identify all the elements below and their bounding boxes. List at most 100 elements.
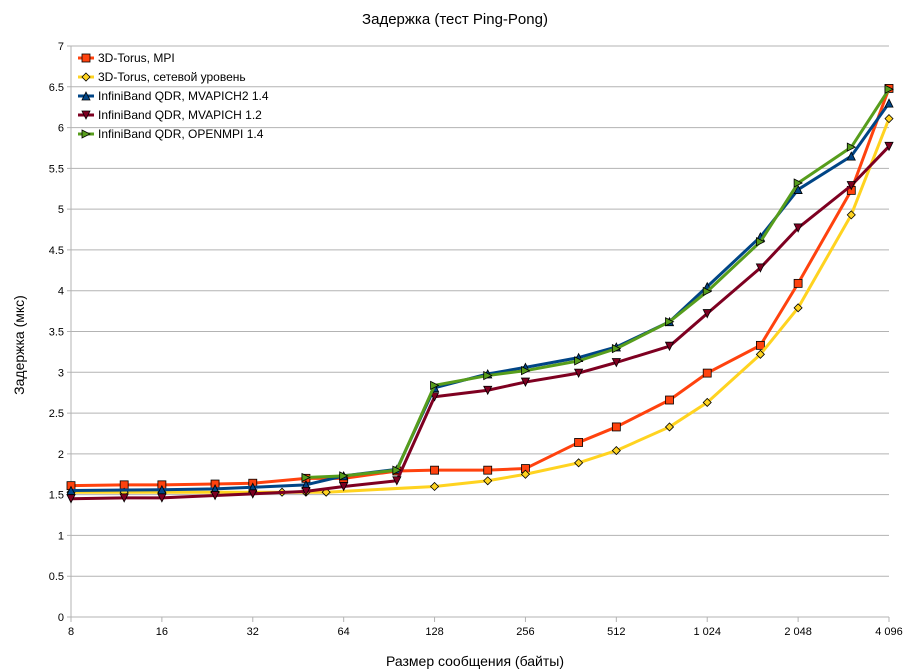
data-point [664,341,675,352]
data-point [157,493,167,503]
x-tick-label: 2 048 [784,626,812,638]
grid-layer [67,45,889,618]
data-point [483,465,493,475]
series-line [71,118,891,494]
y-tick-label: 4 [58,286,64,298]
legend-entry: InfiniBand QDR, MVAPICH 1.2 [78,108,262,122]
data-point [611,358,621,368]
x-axis-label: Размер сообщения (байты) [386,653,564,669]
data-point [665,317,675,327]
legend-entry: 3D-Torus, MPI [78,51,175,65]
x-tick-label: 128 [425,626,443,638]
legend-label: InfiniBand QDR, MVAPICH 1.2 [98,108,262,122]
x-tick-label: 8 [68,626,74,638]
data-point [702,309,712,319]
y-tick-label: 2 [58,449,64,461]
data-point [755,340,765,350]
series-3 [66,141,894,504]
data-point [574,438,584,447]
data-point [483,385,493,396]
legend-marker [81,91,91,101]
data-point [665,395,674,405]
data-point [574,458,584,468]
data-point [846,181,856,191]
series-layer [66,84,894,504]
x-tick-label: 64 [338,626,350,638]
y-tick-label: 1 [58,530,64,542]
data-point [884,114,894,124]
data-point [210,491,220,501]
data-point [755,237,766,247]
data-point [429,481,440,492]
data-point [521,366,531,376]
data-point [702,368,712,378]
data-point [664,422,675,432]
data-point [793,184,803,194]
data-point [574,356,584,366]
data-point [339,482,349,492]
series-line [70,87,891,488]
data-point [429,392,440,402]
series-line [305,88,891,480]
y-tick-label: 0 [58,612,64,624]
legend-entry: InfiniBand QDR, OPENMPI 1.4 [78,127,264,141]
data-point [301,486,311,497]
y-tick-label: 0.5 [49,571,64,583]
y-tick-label: 5.5 [49,163,64,175]
data-point [702,286,713,297]
data-point [884,98,894,108]
x-tick-label: 256 [516,626,534,638]
series-line [70,102,891,493]
x-tick-label: 512 [607,626,625,638]
data-point [392,476,402,486]
legend-marker [81,53,91,63]
data-point [846,142,857,152]
data-point [884,141,894,152]
data-point [520,469,531,479]
data-point [793,303,803,313]
legend-label: 3D-Torus, MPI [98,51,175,65]
legend-label: InfiniBand QDR, OPENMPI 1.4 [98,127,264,141]
data-point [66,494,76,504]
data-point [430,465,439,475]
y-tick-label: 3.5 [49,327,64,339]
y-tick-label: 6 [58,123,64,135]
legend-entry: 3D-Torus, сетевой уровень [78,70,246,84]
data-point [392,465,402,475]
data-point [573,368,584,378]
series-4 [301,84,894,483]
data-point [611,422,621,432]
data-point [301,472,311,483]
y-tick-label: 1.5 [49,490,64,502]
y-tick-label: 6.5 [49,82,64,94]
data-point [702,397,712,408]
axis-layer: 0 0.5 1 1.5 2 2.5 3 3.5 4 4.5 5 5.5 6 6.5 7 8 16 32 64 128 2… [49,41,903,638]
legend-label: 3D-Torus, сетевой уровень [98,70,246,84]
y-tick-label: 5 [58,204,64,216]
y-tick-label: 7 [58,41,64,53]
chart-title: Задержка (тест Ping-Pong) [362,11,548,28]
x-tick-label: 32 [247,626,259,638]
legend-label: InfiniBand QDR, MVAPICH2 1.4 [98,89,269,103]
data-point [483,476,493,486]
data-point [793,223,803,233]
legend-marker [81,72,91,82]
data-point [793,278,803,288]
series-2 [66,98,894,495]
y-tick-label: 4.5 [49,245,64,257]
legend-entry: InfiniBand QDR, MVAPICH2 1.4 [78,89,269,103]
data-point [520,377,531,387]
data-point [884,84,894,94]
y-tick-label: 3 [58,367,64,379]
series-1 [66,114,894,497]
series-line [70,145,891,501]
data-point [248,489,258,499]
data-point [611,446,621,456]
data-point [793,178,804,188]
legend: 3D-Torus, MPI 3D-Torus, сетевой уровень In… [78,51,269,141]
legend-marker [81,129,91,139]
y-tick-label: 2.5 [49,408,64,420]
data-point [339,471,349,481]
